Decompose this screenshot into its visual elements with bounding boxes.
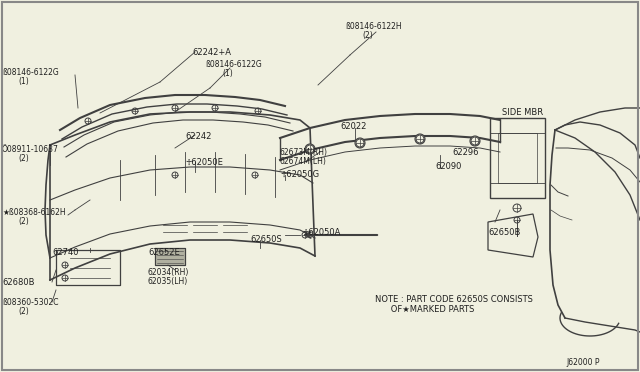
Text: 62673M(RH): 62673M(RH)	[280, 148, 328, 157]
Text: Ö08911-10637: Ö08911-10637	[2, 145, 59, 154]
Text: (1): (1)	[222, 69, 233, 78]
Text: (2): (2)	[18, 217, 29, 226]
Text: ß08146-6122G: ß08146-6122G	[205, 60, 262, 69]
Circle shape	[355, 138, 365, 148]
Circle shape	[305, 144, 315, 154]
Text: SIDE MBR: SIDE MBR	[502, 108, 543, 117]
Circle shape	[415, 134, 425, 144]
Text: 62035(LH): 62035(LH)	[148, 277, 188, 286]
Text: ß08360-5302C: ß08360-5302C	[2, 298, 58, 307]
Text: NOTE : PART CODE 62650S CONSISTS
      OF★MARKED PARTS: NOTE : PART CODE 62650S CONSISTS OF★MARK…	[375, 295, 533, 314]
Text: 62740: 62740	[52, 248, 79, 257]
Polygon shape	[155, 248, 185, 265]
Text: 62650B: 62650B	[488, 228, 520, 237]
Text: 62242: 62242	[185, 132, 211, 141]
Text: ☥62050E: ☥62050E	[185, 158, 223, 167]
Text: 62242+A: 62242+A	[192, 48, 231, 57]
Text: (2): (2)	[362, 31, 372, 40]
Text: ☥62050A: ☥62050A	[302, 228, 340, 237]
Text: 62296: 62296	[452, 148, 479, 157]
Circle shape	[470, 136, 480, 146]
Text: 62652E: 62652E	[148, 248, 180, 257]
Bar	[490, 118, 545, 198]
Text: 62674M(LH): 62674M(LH)	[280, 157, 327, 166]
Text: 62680B: 62680B	[2, 278, 35, 287]
Text: ß08146-6122G: ß08146-6122G	[2, 68, 59, 77]
Text: J62000 P: J62000 P	[566, 358, 600, 367]
Text: (1): (1)	[18, 77, 29, 86]
Text: ß08146-6122H: ß08146-6122H	[345, 22, 402, 31]
Text: (2): (2)	[18, 307, 29, 316]
Text: 62090: 62090	[435, 162, 461, 171]
Text: ☥62050G: ☥62050G	[280, 170, 319, 179]
Text: 62022: 62022	[340, 122, 366, 131]
Text: ★ß08368-6162H: ★ß08368-6162H	[2, 208, 66, 217]
Text: 62650S: 62650S	[250, 235, 282, 244]
Text: (2): (2)	[18, 154, 29, 163]
Text: 62034(RH): 62034(RH)	[148, 268, 189, 277]
Bar	[498, 133, 537, 183]
